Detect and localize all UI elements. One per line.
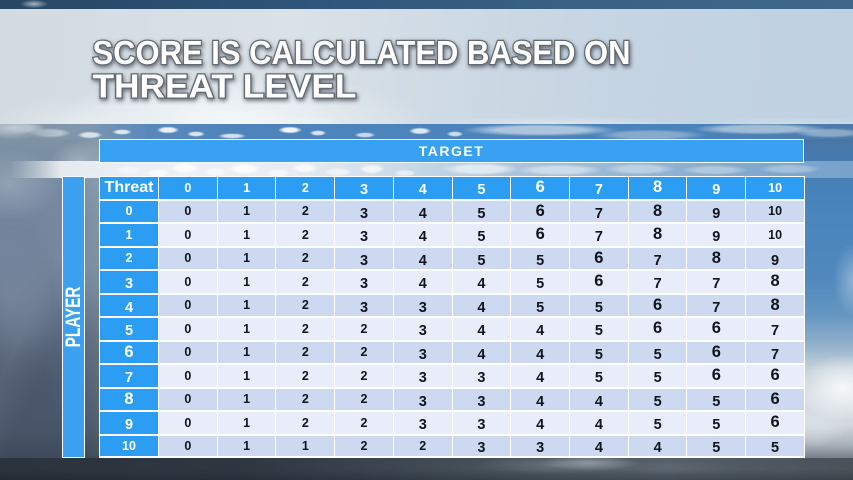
svg-text:SCORE IS CALCULATED BASED ON: SCORE IS CALCULATED BASED ON: [93, 35, 631, 72]
svg-text:THREAT LEVEL: THREAT LEVEL: [93, 69, 357, 106]
